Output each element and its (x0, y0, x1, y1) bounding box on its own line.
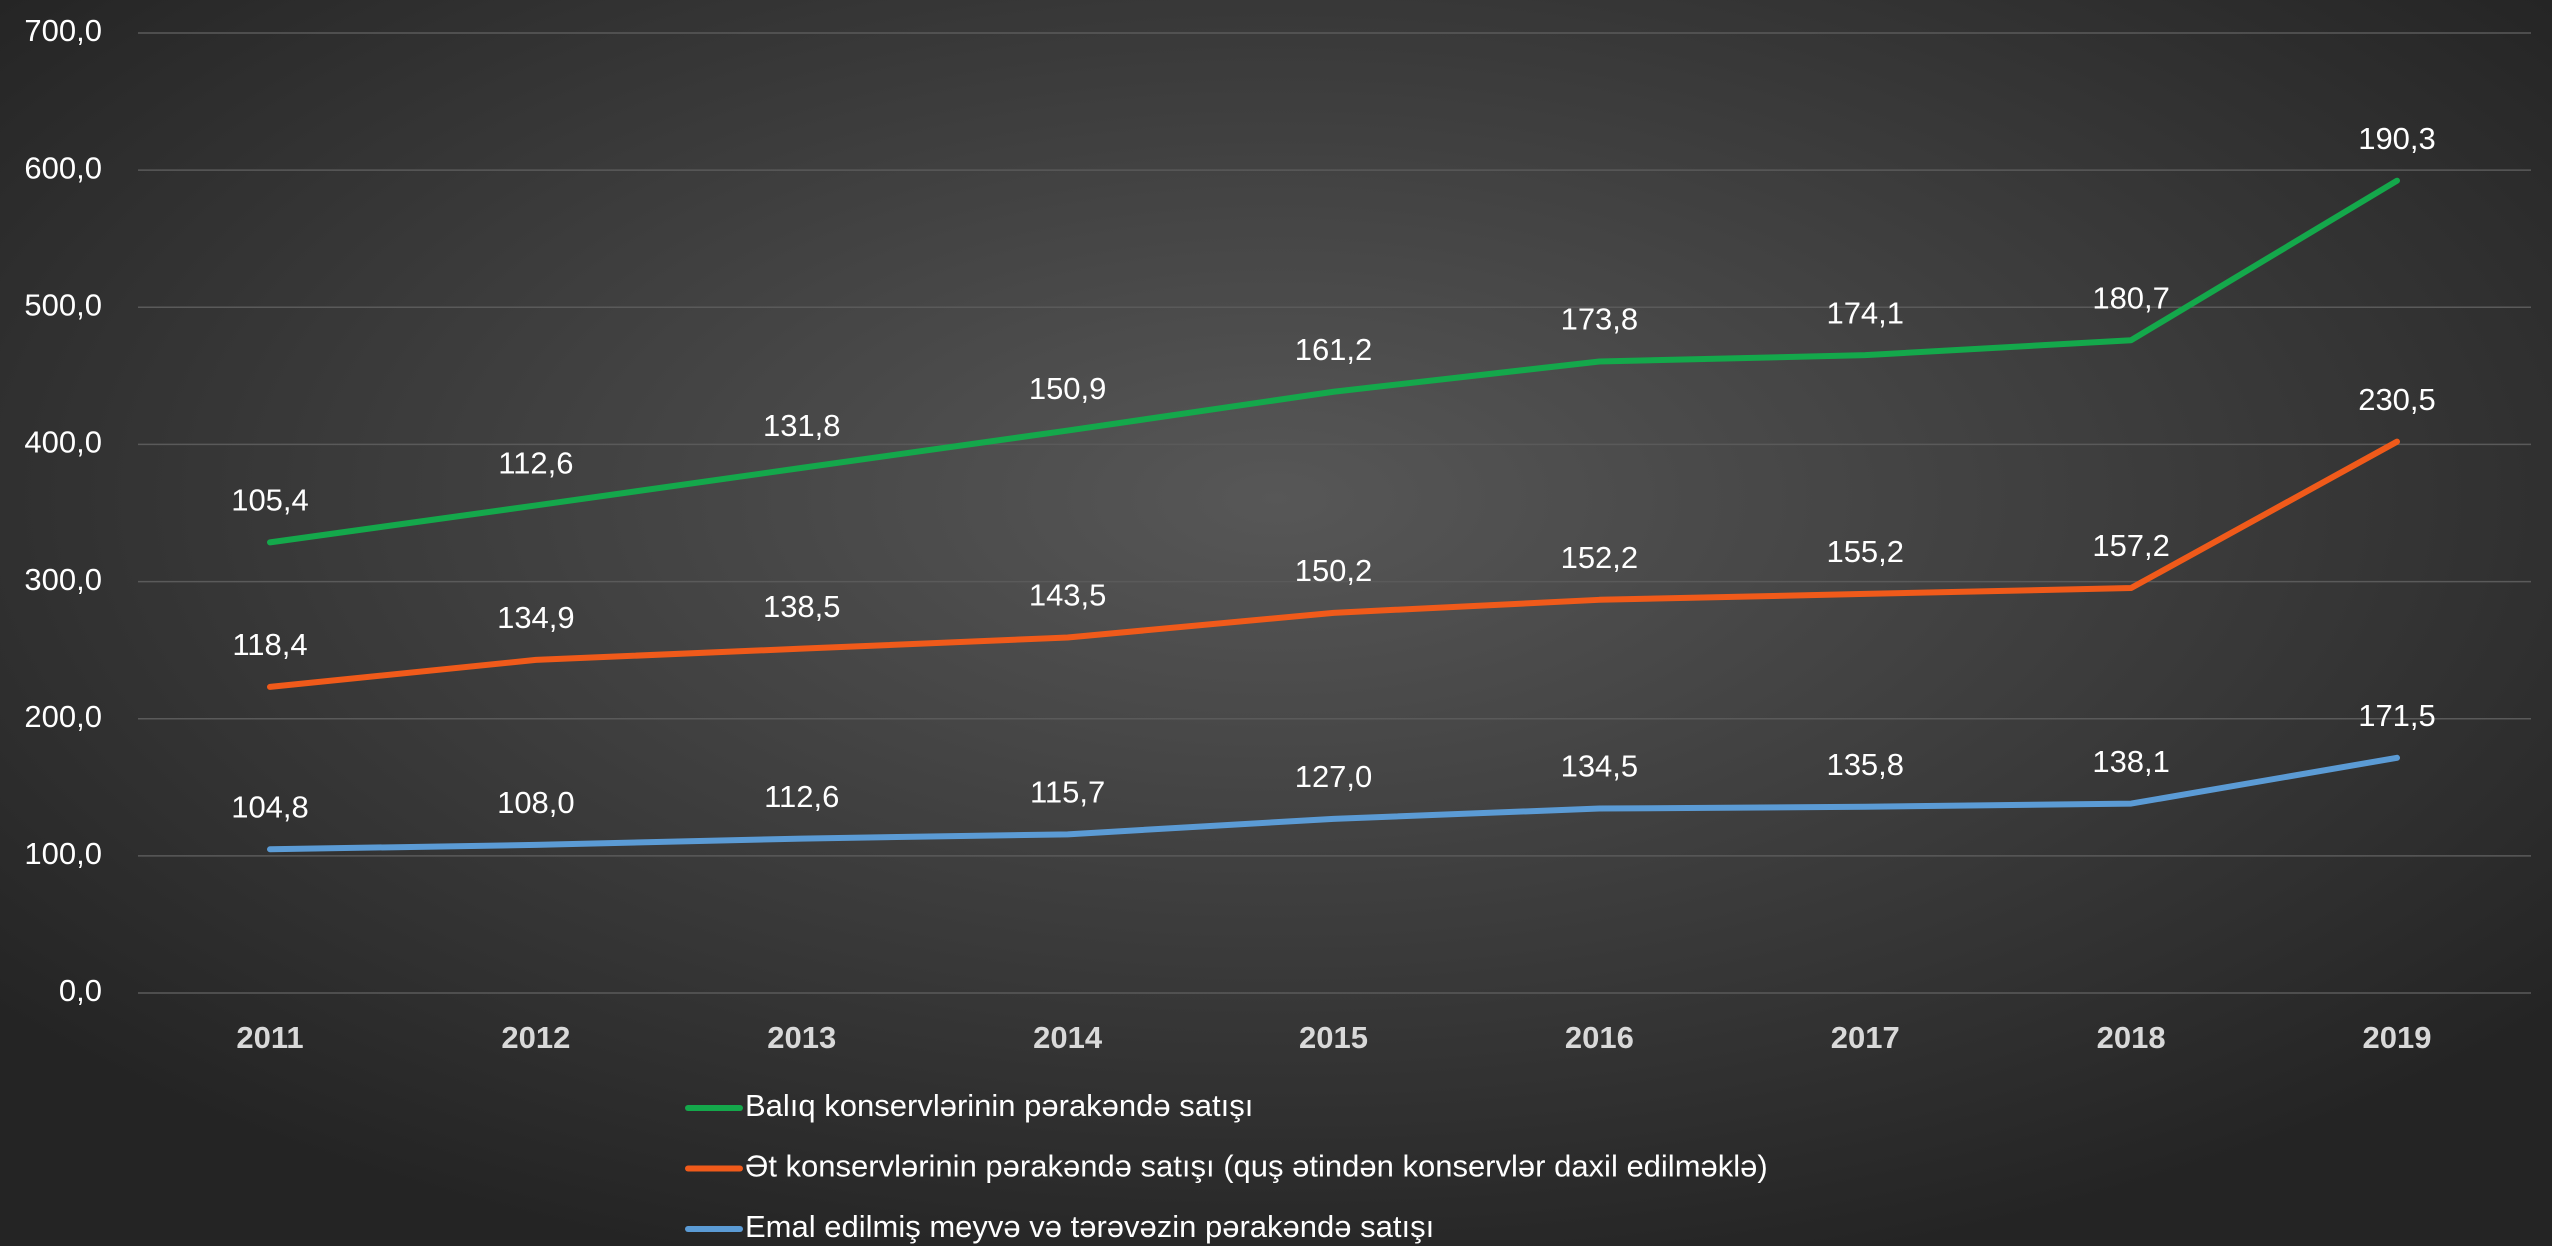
data-label: 161,2 (1295, 332, 1373, 367)
y-tick-label: 0,0 (59, 973, 102, 1008)
data-label: 190,3 (2358, 121, 2436, 156)
data-label: 108,0 (497, 785, 575, 820)
legend-label: Balıq konservlərinin pərakəndə satışı (745, 1088, 1253, 1123)
data-label: 171,5 (2358, 698, 2436, 733)
y-tick-label: 200,0 (24, 699, 102, 734)
data-label: 230,5 (2358, 382, 2436, 417)
data-label: 155,2 (1826, 534, 1904, 569)
data-label: 138,1 (2092, 744, 2170, 779)
y-tick-label: 300,0 (24, 562, 102, 597)
data-label: 135,8 (1826, 747, 1904, 782)
y-tick-label: 500,0 (24, 287, 102, 322)
data-label: 157,2 (2092, 528, 2170, 563)
data-label: 173,8 (1561, 302, 1639, 337)
y-tick-label: 700,0 (24, 13, 102, 48)
series-line (267, 754, 2400, 853)
data-label: 174,1 (1826, 295, 1904, 330)
x-tick-label: 2013 (767, 1020, 836, 1055)
data-label: 150,9 (1029, 371, 1107, 406)
data-label: 180,7 (2092, 280, 2170, 315)
data-label: 105,4 (231, 483, 309, 518)
data-label: 115,7 (1030, 775, 1105, 810)
x-tick-label: 2018 (2097, 1020, 2166, 1055)
data-label: 134,9 (497, 600, 575, 635)
data-label: 138,5 (763, 589, 841, 624)
y-tick-label: 100,0 (24, 836, 102, 871)
data-label: 152,2 (1561, 540, 1639, 575)
data-label: 150,2 (1295, 553, 1373, 588)
data-label: 127,0 (1295, 759, 1373, 794)
data-label: 118,4 (232, 627, 307, 662)
data-label: 112,6 (498, 446, 573, 481)
x-tick-label: 2014 (1033, 1020, 1103, 1055)
legend-label: Ət konservlərinin pərakəndə satışı (quş … (745, 1149, 1768, 1184)
x-tick-label: 2017 (1831, 1020, 1900, 1055)
series-line (267, 438, 2400, 690)
data-label: 131,8 (763, 408, 841, 443)
data-label: 104,8 (231, 789, 309, 824)
x-tick-label: 2011 (236, 1020, 303, 1055)
x-tick-label: 2019 (2363, 1020, 2432, 1055)
y-tick-label: 600,0 (24, 150, 102, 185)
legend-label: Emal edilmiş meyvə və tərəvəzin pərakənd… (745, 1209, 1434, 1244)
data-label: 143,5 (1029, 578, 1107, 613)
data-label: 112,6 (764, 779, 839, 814)
data-label: 134,5 (1561, 749, 1639, 784)
y-tick-label: 400,0 (24, 425, 102, 460)
x-tick-label: 2015 (1299, 1020, 1368, 1055)
x-tick-label: 2016 (1565, 1020, 1634, 1055)
x-tick-label: 2012 (501, 1020, 570, 1055)
series-line (267, 177, 2400, 546)
